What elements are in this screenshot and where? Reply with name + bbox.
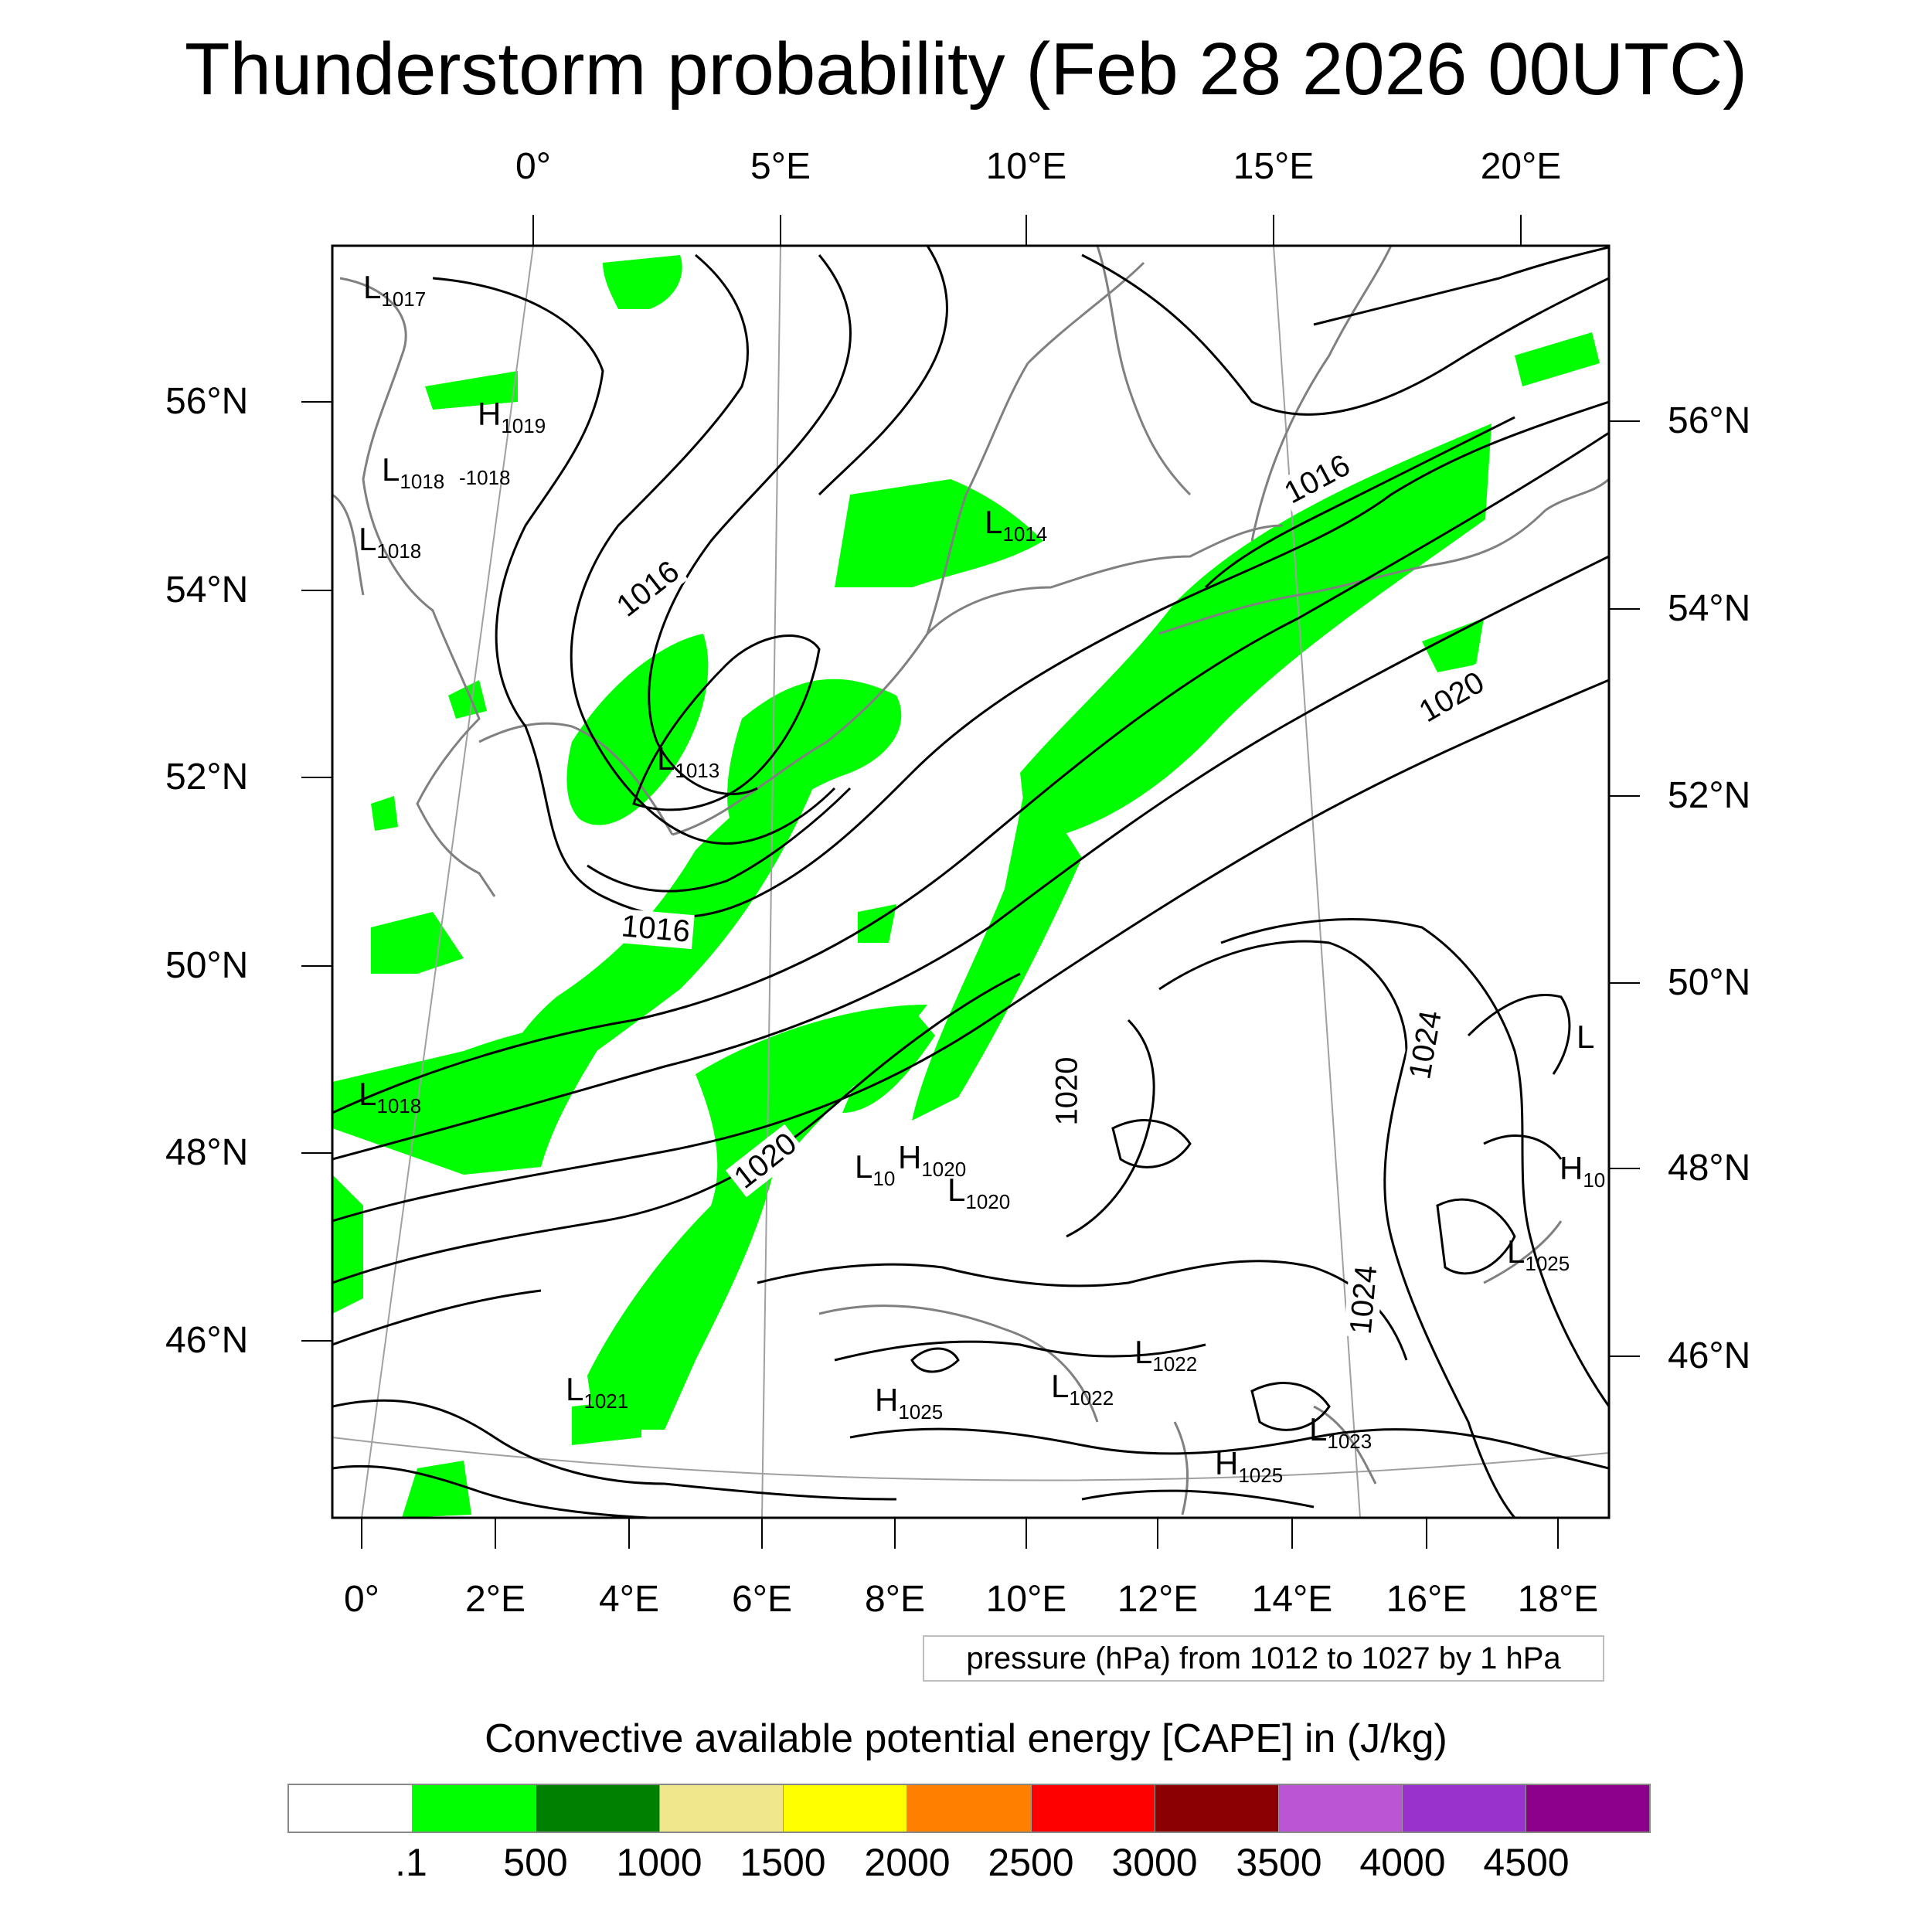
map-title: Thunderstorm probability (Feb 28 2026 00… <box>184 28 1748 111</box>
colorbar-swatch <box>1155 1785 1279 1832</box>
colorbar-title: Convective available potential energy [C… <box>485 1716 1447 1761</box>
bottom-lon-label: 0° <box>344 1579 379 1620</box>
cape-fill <box>332 255 1600 1518</box>
pressure-center-label: L1025 <box>1507 1233 1570 1275</box>
isobar-label: 1016 <box>617 908 695 950</box>
pressure-center-label: L10 <box>855 1148 896 1190</box>
pressure-center-label: L1018 <box>359 1076 422 1117</box>
top-lon-label: 5°E <box>750 146 811 187</box>
colorbar-label: 500 <box>503 1841 568 1884</box>
colorbar-label: 1000 <box>616 1841 702 1884</box>
colorbar-swatch <box>1031 1785 1155 1832</box>
right-lat-label: 46°N <box>1668 1335 1751 1376</box>
pressure-center-label: L1021 <box>566 1371 629 1413</box>
bottom-lon-label: 16°E <box>1386 1579 1468 1620</box>
tick-marks <box>301 215 1640 1549</box>
pressure-center-label: L1017 <box>363 269 427 311</box>
bottom-lon-label: 6°E <box>732 1579 792 1620</box>
right-lat-label: 56°N <box>1668 400 1751 441</box>
bottom-lon-label: 2°E <box>465 1579 526 1620</box>
pressure-center-label: L1018 <box>382 451 445 493</box>
colorbar-swatch <box>784 1785 908 1832</box>
pressure-center-label: H1019 <box>478 396 546 437</box>
pressure-center-label: H1025 <box>875 1382 944 1423</box>
top-lon-label: 20°E <box>1480 146 1562 187</box>
colorbar-label: 1500 <box>740 1841 826 1884</box>
right-lat-label: 52°N <box>1668 775 1751 816</box>
colorbar-swatch <box>1402 1785 1526 1832</box>
colorbar-label: .1 <box>395 1841 427 1884</box>
top-lon-label: 15°E <box>1233 146 1315 187</box>
pressure-center-label: L1018 <box>359 521 422 563</box>
pressure-center-label: -1018 <box>459 466 511 489</box>
left-lat-label: 52°N <box>165 757 249 798</box>
bottom-lon-label: 4°E <box>599 1579 659 1620</box>
colorbar-swatch <box>1526 1785 1650 1832</box>
isobars <box>332 246 1609 1518</box>
right-lat-label: 48°N <box>1668 1148 1751 1189</box>
colorbar-swatch <box>536 1785 661 1832</box>
pressure-center-label: L <box>1577 1019 1595 1055</box>
pressure-center-label: L1022 <box>1051 1368 1114 1410</box>
colorbar-label: 3000 <box>1111 1841 1198 1884</box>
pressure-center-label: H10 <box>1560 1150 1606 1192</box>
top-lon-label: 0° <box>515 146 551 187</box>
colorbar-label: 2000 <box>864 1841 951 1884</box>
pressure-center-label: L1023 <box>1309 1411 1372 1453</box>
right-lat-label: 54°N <box>1668 588 1751 629</box>
pressure-center-label: L1020 <box>947 1172 1011 1213</box>
left-lat-label: 48°N <box>165 1132 249 1173</box>
pressure-center-label: L1014 <box>985 504 1048 546</box>
bottom-lon-label: 18°E <box>1517 1579 1599 1620</box>
map-frame <box>331 244 1611 1519</box>
contour-legend: pressure (hPa) from 1012 to 1027 by 1 hP… <box>923 1635 1604 1682</box>
coastlines <box>332 246 1609 1515</box>
left-lat-label: 50°N <box>165 945 249 986</box>
pressure-center-label: L1022 <box>1134 1334 1198 1376</box>
bottom-lon-label: 12°E <box>1117 1579 1199 1620</box>
left-lat-label: 46°N <box>165 1320 249 1361</box>
colorbar-label: 4500 <box>1483 1841 1570 1884</box>
colorbar-swatch <box>289 1785 413 1832</box>
colorbar-swatch <box>907 1785 1032 1832</box>
colorbar-swatch <box>1278 1785 1403 1832</box>
isobar-label: 1024 <box>1343 1260 1384 1339</box>
right-lat-label: 50°N <box>1668 962 1751 1003</box>
bottom-lon-label: 10°E <box>985 1579 1067 1620</box>
bottom-lon-label: 14°E <box>1251 1579 1333 1620</box>
pressure-center-label: H1025 <box>1215 1445 1284 1487</box>
bottom-lon-label: 8°E <box>865 1579 925 1620</box>
isobar-label: 1020 <box>1049 1053 1084 1129</box>
left-lat-label: 54°N <box>165 570 249 611</box>
colorbar-label: 4000 <box>1359 1841 1446 1884</box>
pressure-center-label: H1020 <box>898 1139 967 1181</box>
colorbar-swatch <box>660 1785 784 1832</box>
colorbar <box>287 1784 1651 1833</box>
top-lon-label: 10°E <box>985 146 1067 187</box>
pressure-center-label: L1013 <box>657 740 720 782</box>
colorbar-swatch <box>413 1785 537 1832</box>
colorbar-label: 2500 <box>988 1841 1074 1884</box>
left-lat-label: 56°N <box>165 381 249 422</box>
colorbar-label: 3500 <box>1236 1841 1322 1884</box>
